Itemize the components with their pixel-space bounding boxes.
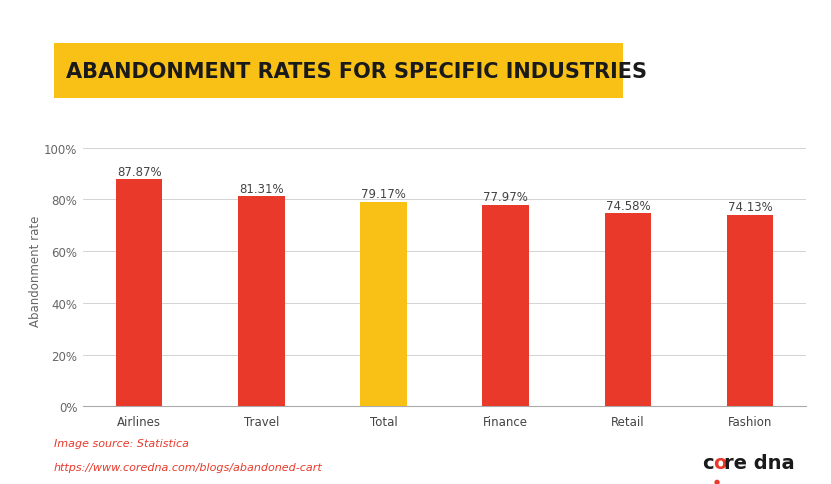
Text: 79.17%: 79.17% <box>361 188 406 201</box>
Bar <box>605 214 651 407</box>
Text: Image source: Statistica: Image source: Statistica <box>54 438 189 448</box>
Bar <box>483 205 529 407</box>
Text: c: c <box>702 453 714 472</box>
Text: 74.58%: 74.58% <box>606 199 650 212</box>
Text: 87.87%: 87.87% <box>117 165 161 178</box>
Bar <box>238 197 284 407</box>
Text: ABANDONMENT RATES FOR SPECIFIC INDUSTRIES: ABANDONMENT RATES FOR SPECIFIC INDUSTRIE… <box>66 61 647 81</box>
Bar <box>727 215 773 407</box>
Text: 74.13%: 74.13% <box>728 201 772 213</box>
Bar <box>116 180 162 407</box>
Y-axis label: Abandonment rate: Abandonment rate <box>29 215 42 327</box>
Bar <box>361 202 406 407</box>
Text: re dna: re dna <box>724 453 794 472</box>
Text: ●: ● <box>714 478 720 484</box>
Text: 81.31%: 81.31% <box>239 182 283 195</box>
Text: 77.97%: 77.97% <box>484 191 529 204</box>
Text: o: o <box>713 453 726 472</box>
Text: https://www.coredna.com/blogs/abandoned-cart: https://www.coredna.com/blogs/abandoned-… <box>54 462 322 472</box>
